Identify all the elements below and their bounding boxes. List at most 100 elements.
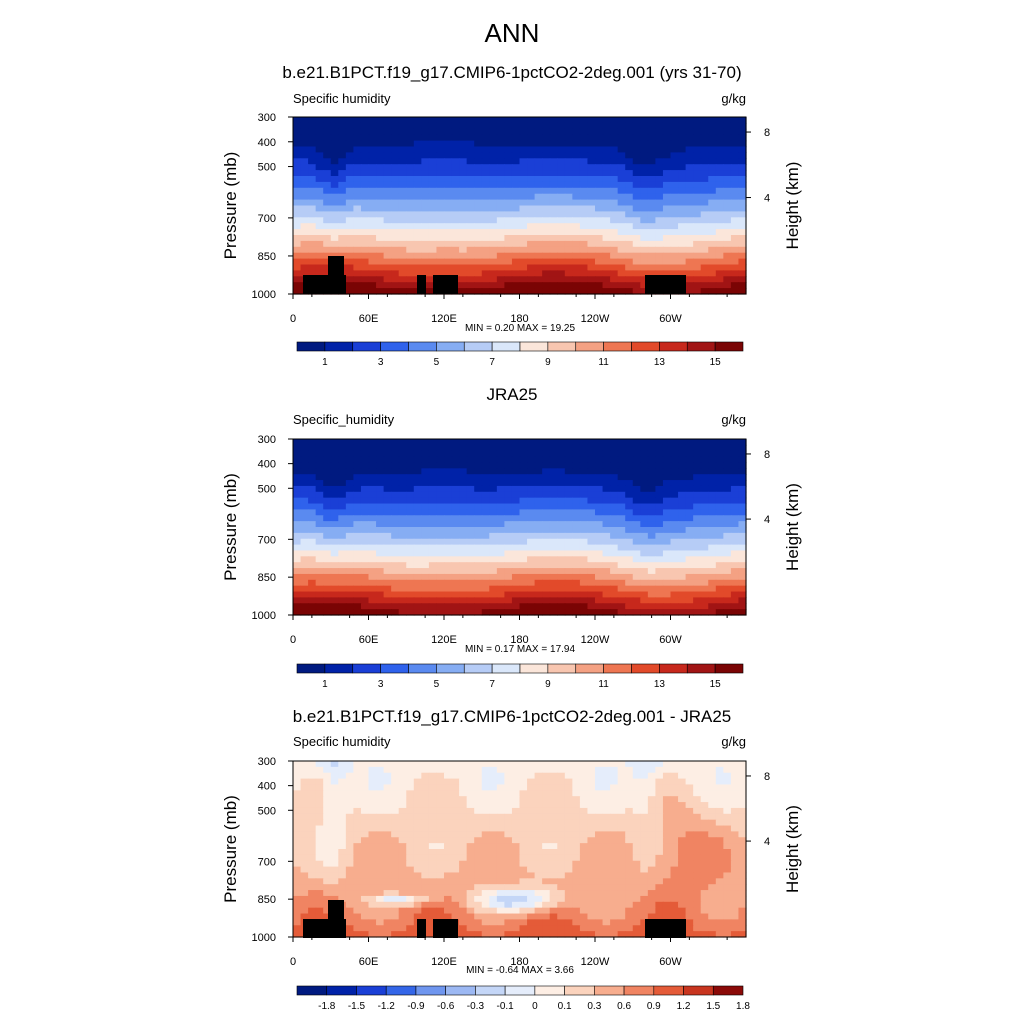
panel-3-field-cell [542,772,551,780]
panel-3-field-cell [602,860,611,868]
panel-1-field-cell [730,122,740,130]
panel-3-field-cell [723,784,732,791]
panel-1-field-cell [504,170,513,177]
panel-2-field-cell [715,538,724,546]
panel-2-field-cell [300,509,309,516]
panel-1-field-cell [360,240,370,248]
panel-3-field-cell [662,761,672,768]
panel-3-field-cell [353,860,362,868]
panel-1-field-cell [534,176,543,183]
panel-3-field-cell [564,796,573,803]
panel-3-field-cell [376,849,385,856]
panel-1-field-cell [360,187,370,195]
panel-1-field-cell [308,211,317,218]
panel-3-title: b.e21.B1PCT.f19_g17.CMIP6-1pctCO2-2deg.0… [293,707,731,726]
panel-2-field-cell [730,474,740,481]
panel-2-field-cell [738,597,747,604]
panel-1-field-cell [519,264,528,271]
panel-2-field-cell [481,527,490,534]
panel-2-field-cell [564,603,573,610]
panel-3-field-cell [610,860,619,868]
panel-1-field-cell [625,252,634,260]
panel-3-field-cell [625,796,634,803]
panel-1-field-cell [451,205,460,212]
panel-3-field-cell [549,837,558,844]
panel-2-field-cell [428,550,438,557]
panel-1-field-cell [579,229,589,236]
panel-2-field-cell [504,562,513,569]
panel-2-field-cell [345,521,354,528]
panel-2-field-cell [647,527,656,534]
panel-2-field-cell [481,609,490,616]
panel-1-field-cell [466,117,475,124]
panel-1-field-cell [564,176,573,183]
panel-2-field-cell [338,521,347,528]
panel-1-field-cell [610,270,619,277]
panel-1-field-cell [391,128,400,136]
panel-1-field-cell [610,181,619,189]
panel-3-field-cell [376,831,385,838]
panel-2-field-cell [617,450,626,458]
panel-1-field-cell [466,164,475,171]
panel-3-field-cell [662,796,672,803]
panel-2-field-cell [640,603,649,610]
panel-3-field-cell [511,772,521,780]
panel-3-field-cell [625,802,634,809]
panel-2-field-cell [428,527,438,534]
panel-2-field-cell [685,485,694,493]
panel-3-field-cell [534,860,543,868]
panel-1-title: b.e21.B1PCT.f19_g17.CMIP6-1pctCO2-2deg.0… [282,63,741,82]
panel-2-field-cell [693,573,702,581]
panel-2-field-cell [391,468,400,475]
panel-2-field-cell [376,603,385,610]
panel-1-colorbar-box [575,341,604,352]
panel-2-field-cell [670,468,679,475]
panel-2-field-cell [511,550,521,557]
panel-3-field-cell [406,761,415,768]
panel-3-field-cell [376,778,385,786]
panel-1-colorbar-box [463,341,493,352]
panel-2-field-cell [678,527,687,534]
panel-1-field-cell [300,158,309,165]
panel-3-field-cell [572,813,581,821]
panel-1-field-cell [693,258,702,266]
panel-2-field-cell [481,532,490,540]
panel-2-field-cell [519,497,528,505]
panel-2-field-cell [670,538,679,546]
panel-2-field-cell [730,550,740,557]
panel-2-field-cell [444,538,453,546]
panel-1-field-cell [617,117,626,124]
panel-1-field-cell [738,128,747,136]
panel-1-field-cell [338,223,347,230]
panel-2-field-cell [640,579,649,587]
panel-1-field-cell [474,152,483,159]
panel-1-field-cell [474,270,483,277]
panel-1-field-cell [391,176,400,183]
panel-1-field-cell [632,164,641,171]
panel-1-field-cell [511,128,521,136]
panel-1-field-cell [459,181,468,189]
panel-3-field-cell [655,819,664,827]
panel-3-field-cell [738,831,747,838]
panel-2-field-cell [625,497,634,505]
panel-2-field-cell [640,562,649,569]
panel-2-field-cell [700,468,709,475]
panel-2-field-cell [602,485,611,493]
panel-2-field-cell [708,609,717,616]
panel-3-field-cell [330,784,339,791]
panel-1-field-cell [308,117,317,124]
page-title: ANN [484,18,540,48]
panel-2-field-cell [625,485,634,493]
panel-1-field-cell [459,176,468,183]
panel-1-field-cell [413,264,422,271]
panel-1-field-cell [625,181,634,189]
panel-3-field-cell [308,796,317,803]
panel-1-field-cell [406,229,415,236]
panel-3-field-cell [685,807,694,815]
panel-2-field-cell [708,556,717,563]
panel-2-field-cell [368,480,377,487]
panel-1-field-cell [542,158,551,165]
panel-3-field-cell [345,790,354,797]
panel-2-field-cell [572,450,581,458]
panel-1-field-cell [293,229,302,236]
